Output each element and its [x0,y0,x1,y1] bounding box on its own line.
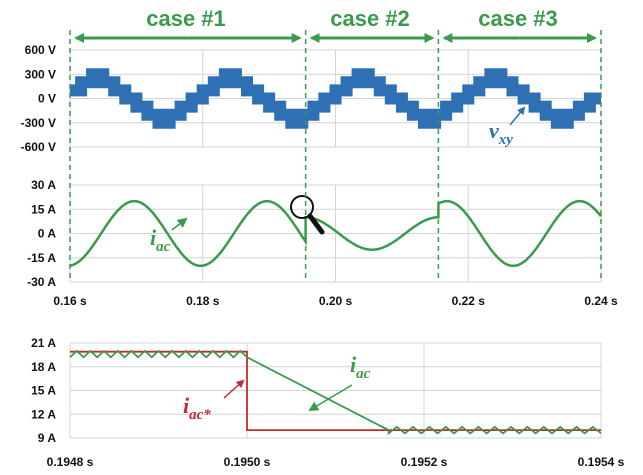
top-x-tick: 0.24 s [584,294,618,308]
top-x-ticks: 0.16 s 0.18 s 0.20 s 0.22 s 0.24 s [53,294,618,308]
svg-text:iac: iac [150,225,171,255]
current-y-tick: -15 A [27,251,56,265]
voltage-y-tick: -300 V [21,116,56,130]
zoom-y-ticks: 21 A 18 A 15 A 12 A 9 A [31,336,56,445]
zoom-x-tick: 0.1948 s [47,455,94,469]
zoom-y-tick: 12 A [31,407,56,421]
top-x-tick: 0.20 s [319,294,353,308]
voltage-y-tick: 300 V [25,67,56,81]
zoom-y-tick: 18 A [31,360,56,374]
case-3-label: case #3 [478,6,558,31]
zoom-y-tick: 21 A [31,336,56,350]
top-x-tick: 0.22 s [452,294,486,308]
current-y-tick: 0 A [38,227,57,241]
magnifier-icon [290,195,325,235]
zoom-x-ticks: 0.1948 s 0.1950 s 0.1952 s 0.1954 s [47,455,625,469]
svg-text:vxy: vxy [489,118,513,148]
voltage-y-tick: 0 V [38,92,56,106]
svg-text:iac: iac [350,352,371,382]
current-y-ticks: 30 A 15 A 0 A -15 A -30 A [27,178,56,289]
case-1-label: case #1 [146,6,226,31]
zoom-y-tick: 15 A [31,384,56,398]
iac-zoom-waveform [69,349,602,436]
zoom-y-tick: 9 A [38,431,57,445]
svg-text:iac*: iac* [183,393,211,423]
zoom-iac-annotation: iac [308,352,371,412]
current-y-tick: -30 A [27,275,56,289]
zoom-x-tick: 0.1954 s [578,455,625,469]
zoom-x-tick: 0.1952 s [401,455,448,469]
voltage-y-ticks: 600 V 300 V 0 V -300 V -600 V [21,43,56,154]
vxy-waveform [70,68,601,129]
current-y-tick: 15 A [31,202,56,216]
top-x-tick: 0.16 s [53,294,87,308]
current-y-tick: 30 A [31,178,56,192]
zoom-grid [69,342,602,439]
voltage-y-tick: 600 V [25,43,56,57]
vxy-annotation: vxy [489,106,526,148]
voltage-y-tick: -600 V [21,140,56,154]
zoom-iacref-annotation: iac* [183,379,245,423]
iac-annotation: iac [150,217,188,255]
iac-waveform [69,199,602,268]
case-2-label: case #2 [330,6,410,31]
case-divider-lines [69,30,602,282]
top-x-tick: 0.18 s [186,294,220,308]
zoom-x-tick: 0.1950 s [224,455,271,469]
